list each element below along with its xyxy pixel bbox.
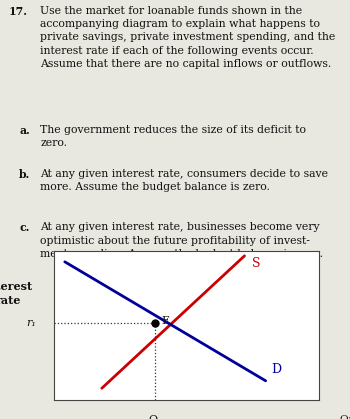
Text: Use the market for loanable funds shown in the
accompanying diagram to explain w: Use the market for loanable funds shown … xyxy=(40,6,336,69)
Text: b.: b. xyxy=(19,169,30,180)
Text: c.: c. xyxy=(19,222,30,233)
Text: S: S xyxy=(252,257,261,270)
Text: At any given interest rate, businesses become very
optimistic about the future p: At any given interest rate, businesses b… xyxy=(40,222,323,259)
Text: a.: a. xyxy=(19,125,30,136)
Text: r₁: r₁ xyxy=(26,318,36,328)
Text: 17.: 17. xyxy=(9,6,28,17)
Text: At any given interest rate, consumers decide to save
more. Assume the budget bal: At any given interest rate, consumers de… xyxy=(40,169,328,192)
Text: Q₁: Q₁ xyxy=(148,415,161,419)
Text: Interest
rate: Interest rate xyxy=(0,281,33,306)
Text: Quantity of loanable funds: Quantity of loanable funds xyxy=(340,415,350,419)
Text: E: E xyxy=(161,316,169,326)
Text: The government reduces the size of its deficit to
zero.: The government reduces the size of its d… xyxy=(40,125,306,148)
Text: D: D xyxy=(271,363,281,376)
